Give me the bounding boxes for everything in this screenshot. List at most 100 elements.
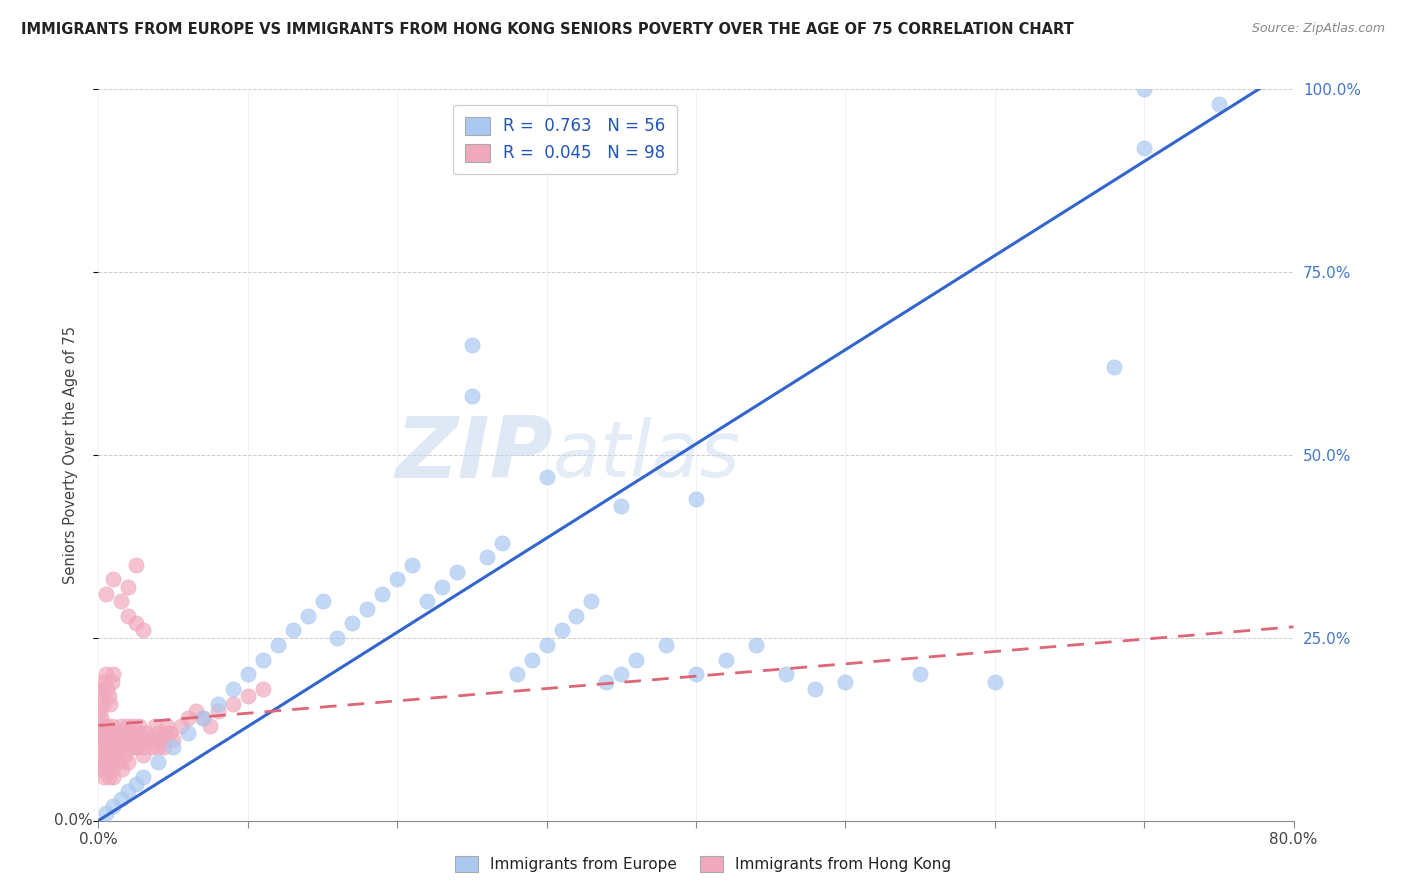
Point: [103, 726, 125, 740]
Text: 0.0%: 0.0%: [53, 814, 93, 828]
Point: [117, 608, 139, 623]
Point: [155, 726, 177, 740]
Point: [908, 667, 931, 681]
Point: [104, 733, 127, 747]
Point: [984, 674, 1007, 689]
Point: [222, 697, 245, 711]
Point: [491, 535, 513, 549]
Point: [112, 733, 135, 747]
Point: [1208, 96, 1230, 111]
Point: [93, 770, 115, 784]
Point: [125, 558, 148, 572]
Point: [93, 747, 115, 762]
Point: [93, 726, 115, 740]
Point: [111, 763, 134, 777]
Point: [446, 565, 468, 579]
Point: [156, 718, 179, 732]
Point: [110, 718, 132, 732]
Point: [191, 711, 214, 725]
Point: [90, 733, 112, 747]
Point: [117, 784, 139, 798]
Point: [101, 674, 124, 689]
Point: [110, 740, 132, 755]
Point: [281, 624, 304, 638]
Point: [93, 674, 115, 689]
Point: [745, 638, 768, 652]
Point: [162, 740, 184, 755]
Point: [117, 580, 139, 594]
Point: [91, 763, 114, 777]
Text: Source: ZipAtlas.com: Source: ZipAtlas.com: [1251, 22, 1385, 36]
Point: [97, 770, 120, 784]
Point: [536, 638, 558, 652]
Point: [118, 733, 141, 747]
Point: [97, 726, 120, 740]
Point: [159, 726, 181, 740]
Point: [105, 740, 128, 755]
Point: [89, 704, 111, 718]
Point: [595, 674, 617, 689]
Point: [385, 572, 409, 586]
Point: [191, 711, 214, 725]
Point: [108, 755, 131, 769]
Point: [685, 491, 707, 506]
Point: [252, 681, 274, 696]
Point: [236, 690, 259, 704]
Point: [252, 653, 274, 667]
Point: [461, 389, 484, 403]
Point: [416, 594, 439, 608]
Point: [89, 763, 111, 777]
Point: [94, 806, 117, 821]
Point: [94, 755, 117, 769]
Point: [207, 697, 229, 711]
Point: [326, 631, 349, 645]
Point: [143, 718, 166, 732]
Point: [114, 740, 136, 755]
Point: [141, 740, 163, 755]
Point: [685, 667, 707, 681]
Point: [117, 726, 139, 740]
Point: [148, 755, 170, 769]
Point: [91, 718, 114, 732]
Point: [626, 653, 648, 667]
Point: [96, 740, 118, 755]
Point: [207, 704, 229, 718]
Point: [132, 624, 155, 638]
Point: [520, 653, 543, 667]
Point: [100, 755, 122, 769]
Point: [150, 733, 173, 747]
Text: ZIP: ZIP: [395, 413, 553, 497]
Point: [200, 718, 222, 732]
Point: [94, 733, 117, 747]
Point: [834, 674, 856, 689]
Point: [536, 470, 558, 484]
Point: [121, 718, 143, 732]
Point: [103, 747, 125, 762]
Point: [550, 624, 572, 638]
Point: [103, 667, 125, 681]
Point: [610, 499, 633, 513]
Text: atlas: atlas: [553, 417, 741, 493]
Point: [101, 763, 124, 777]
Point: [506, 667, 529, 681]
Point: [135, 726, 157, 740]
Point: [110, 791, 132, 805]
Point: [111, 726, 134, 740]
Point: [103, 799, 125, 814]
Point: [101, 718, 124, 732]
Point: [94, 755, 117, 769]
Point: [108, 733, 131, 747]
Point: [90, 711, 112, 725]
Point: [401, 558, 423, 572]
Point: [103, 572, 125, 586]
Point: [132, 747, 155, 762]
Point: [89, 681, 111, 696]
Point: [100, 755, 122, 769]
Point: [131, 733, 153, 747]
Point: [132, 740, 155, 755]
Point: [267, 638, 290, 652]
Point: [297, 608, 319, 623]
Point: [610, 667, 633, 681]
Point: [124, 726, 146, 740]
Point: [581, 594, 603, 608]
